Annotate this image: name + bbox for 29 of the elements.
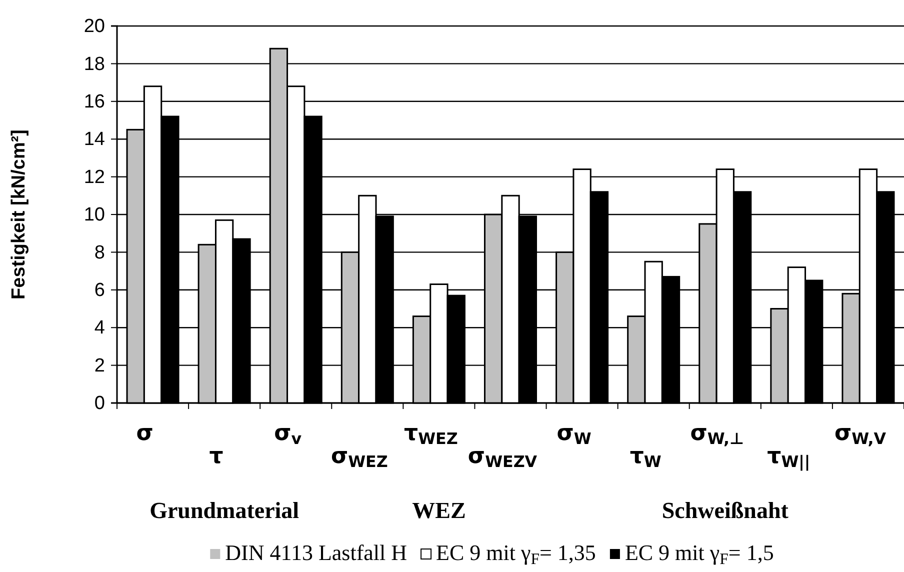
x-tick-label: σ <box>136 421 154 446</box>
y-tick-label: 8 <box>94 242 105 264</box>
text: WEZ <box>412 498 466 523</box>
x-tick-label: τ <box>209 444 224 469</box>
y-tick-label: 12 <box>84 166 105 188</box>
y-tick-label: 6 <box>94 280 105 301</box>
x-tick-label: τ$_{W}$ <box>630 444 662 471</box>
y-tick-label: 20 <box>84 16 105 38</box>
x-tick-label: τ$_{W||}$ <box>767 444 810 471</box>
y-axis-title: Festigkeit [kN/cm²] <box>8 130 30 300</box>
y-tick-label: 14 <box>84 129 106 150</box>
y-tick-label: 4 <box>94 318 106 339</box>
y-tick-label: 2 <box>94 355 105 376</box>
x-tick-label: σ$_{W}$ <box>556 421 592 448</box>
y-tick-label: 18 <box>84 54 105 75</box>
x-tick-label: σ$_{W,V}$ <box>834 421 887 448</box>
x-tick-label: σ$_{WEZV}$ <box>468 444 538 471</box>
x-tick-label: τ$_{WEZ}$ <box>404 421 458 448</box>
y-tick-label: 0 <box>94 393 105 414</box>
legend-label: EC 9 mit γ$_{F}$= 1,35 <box>436 540 596 568</box>
x-tick-label: σ$_{W,⊥}$ <box>690 421 744 448</box>
legend-label: EC 9 mit γ$_{F}$= 1,5 <box>624 540 774 568</box>
x-tick-label: σ$_{v}$ <box>274 421 302 448</box>
y-tick-label: 10 <box>84 204 105 226</box>
x-tick-label: σ$_{WEZ}$ <box>330 444 388 471</box>
y-tick-label: 16 <box>84 91 105 112</box>
legend-label: DIN 4113 Lastfall H <box>225 540 408 565</box>
text: Schweißnaht <box>662 498 789 523</box>
text: Grundmaterial <box>150 498 300 523</box>
